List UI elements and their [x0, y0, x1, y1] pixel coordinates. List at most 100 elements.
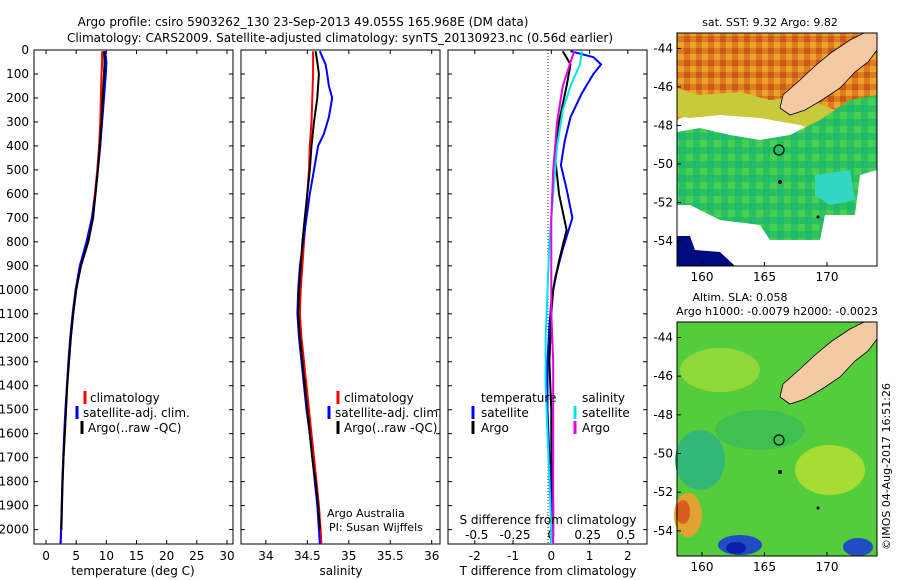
- map-y-tick-label: -50: [653, 157, 673, 171]
- map-y-tick-label: -46: [653, 369, 673, 383]
- figure-title-line2: Climatology: CARS2009. Satellite-adjuste…: [67, 31, 613, 45]
- legend-sal-satellite-label: satellite: [582, 406, 630, 420]
- map-y-tick-label: -54: [653, 234, 673, 248]
- x-tick-label: -2: [469, 549, 481, 563]
- sst-cool-region: [677, 95, 877, 240]
- sst-map-frame: [676, 32, 878, 267]
- map-x-tick-label: 170: [816, 560, 839, 574]
- difference-series: [544, 50, 603, 544]
- series-line-salinity-satellite: [544, 51, 583, 544]
- sla-low-anomaly-core: [726, 542, 746, 554]
- depth-tick-label: 1100: [0, 307, 29, 321]
- sst-map: [676, 32, 878, 267]
- new-zealand-land: [779, 321, 878, 405]
- difference-xlabel-top: S difference from climatology: [460, 513, 637, 527]
- sla-island-marker: [778, 470, 782, 474]
- depth-tick-label: 600: [6, 187, 29, 201]
- sst-island-marker: [778, 180, 782, 184]
- x-tick-label: 2: [624, 549, 632, 563]
- x-tick-label: 10: [99, 549, 114, 563]
- x-tick-label: 34.5: [294, 549, 321, 563]
- difference-legend: temperature satellite Argo salinity sate…: [471, 391, 630, 435]
- sla-anomaly-a: [680, 348, 760, 392]
- legend-temp-satellite-label: satellite: [481, 406, 529, 420]
- salinity-series: [296, 50, 334, 545]
- sla-map-frame: [676, 321, 878, 557]
- depth-tick-label: 800: [6, 235, 29, 249]
- legend-temp-argo-label: Argo: [481, 421, 509, 435]
- depth-tick-label: 300: [6, 115, 29, 129]
- legend-satellite-label: satellite-adj. clim.: [335, 406, 442, 420]
- depth-tick-label: 500: [6, 163, 29, 177]
- sla-island-marker-2: [816, 506, 820, 510]
- x-tick-label: 35: [341, 549, 356, 563]
- depth-tick-label: 1200: [0, 331, 29, 345]
- depth-tick-label: 700: [6, 211, 29, 225]
- map-y-tick-label: -46: [653, 80, 673, 94]
- map-x-tick-label: 160: [691, 270, 714, 284]
- legend-argo-label: Argo(..raw -QC): [344, 421, 437, 435]
- depth-tick-label: 200: [6, 91, 29, 105]
- sla-map: [674, 321, 878, 557]
- series-line-argo-raw-qc-: [297, 51, 321, 530]
- map-y-tick-label: -44: [653, 41, 673, 55]
- difference-xlabel: T difference from climatology: [459, 564, 637, 578]
- map-y-tick-label: -54: [653, 524, 673, 538]
- x-tick-label: 0: [42, 549, 50, 563]
- sst-cyan-patch: [815, 170, 855, 205]
- depth-tick-label: 100: [6, 67, 29, 81]
- x-tick-label: 0: [548, 549, 556, 563]
- depth-tick-label: 1400: [0, 379, 29, 393]
- map-x-tick-label: 170: [816, 270, 839, 284]
- figure-title-line1: Argo profile: csiro 5903262_130 23-Sep-2…: [78, 15, 529, 29]
- sst-island-marker-2: [816, 215, 820, 219]
- s-tick-label: 0.5: [616, 528, 635, 542]
- legend-sal-argo-label: Argo: [582, 421, 610, 435]
- series-line-temperature-argo: [548, 50, 572, 530]
- map-x-tick-label: 165: [753, 560, 776, 574]
- new-zealand-land: [779, 32, 878, 116]
- temperature-series: [59, 51, 108, 545]
- sla-map-axes: 160 165 170 -44 -46 -48 -50 -52 -54: [653, 330, 838, 574]
- depth-tick-label: 1000: [0, 283, 29, 297]
- sst-map-title: sat. SST: 9.32 Argo: 9.82: [702, 16, 838, 29]
- difference-panel-frame: [447, 49, 648, 545]
- depth-tick-label: 2000: [0, 523, 29, 537]
- temperature-panel-frame: [33, 49, 234, 545]
- x-tick-label: 1: [586, 549, 594, 563]
- legend-climatology-label: climatology: [344, 391, 414, 405]
- sst-cold-region: [677, 236, 735, 266]
- sla-anomaly-b: [715, 410, 805, 450]
- sla-argo-location-marker: [773, 434, 785, 446]
- depth-tick-label: 1300: [0, 355, 29, 369]
- depth-tick-label: 0: [21, 43, 29, 57]
- depth-axis: 0 100 200 300 400 500 600 700 800 900 1000 1100 1200…: [0, 43, 647, 537]
- s-tick-label: -0.25: [499, 528, 530, 542]
- map-y-tick-label: -48: [653, 118, 673, 132]
- depth-tick-label: 1800: [0, 475, 29, 489]
- depth-tick-label: 1700: [0, 451, 29, 465]
- series-line-salinity-argo: [550, 50, 576, 544]
- imos-stamp: ©IMOS 04-Aug-2017 16:51:26: [880, 383, 893, 550]
- x-tick-label: 15: [129, 549, 144, 563]
- map-y-tick-label: -44: [653, 330, 673, 344]
- x-tick-label: 5: [72, 549, 80, 563]
- depth-tick-label: 400: [6, 139, 29, 153]
- x-tick-label: 25: [189, 549, 204, 563]
- depth-tick-label: 1500: [0, 403, 29, 417]
- series-line-temperature-satellite: [546, 50, 603, 544]
- map-y-tick-label: -48: [653, 408, 673, 422]
- series-line-climatology: [59, 51, 104, 545]
- map-y-tick-label: -52: [653, 485, 673, 499]
- temperature-x-axis: 0 5 10 15 20 25 30: [42, 50, 235, 563]
- legend-satellite-label: satellite-adj. clim.: [83, 406, 190, 420]
- map-x-tick-label: 160: [691, 560, 714, 574]
- x-tick-label: 36: [424, 549, 439, 563]
- map-x-tick-label: 165: [753, 270, 776, 284]
- depth-tick-label: 1900: [0, 499, 29, 513]
- sla-map-title: Altim. SLA: 0.058: [692, 291, 787, 304]
- legend-salinity-title: salinity: [582, 391, 625, 405]
- temperature-xlabel: temperature (deg C): [71, 564, 194, 578]
- salinity-panel-frame: [240, 49, 441, 545]
